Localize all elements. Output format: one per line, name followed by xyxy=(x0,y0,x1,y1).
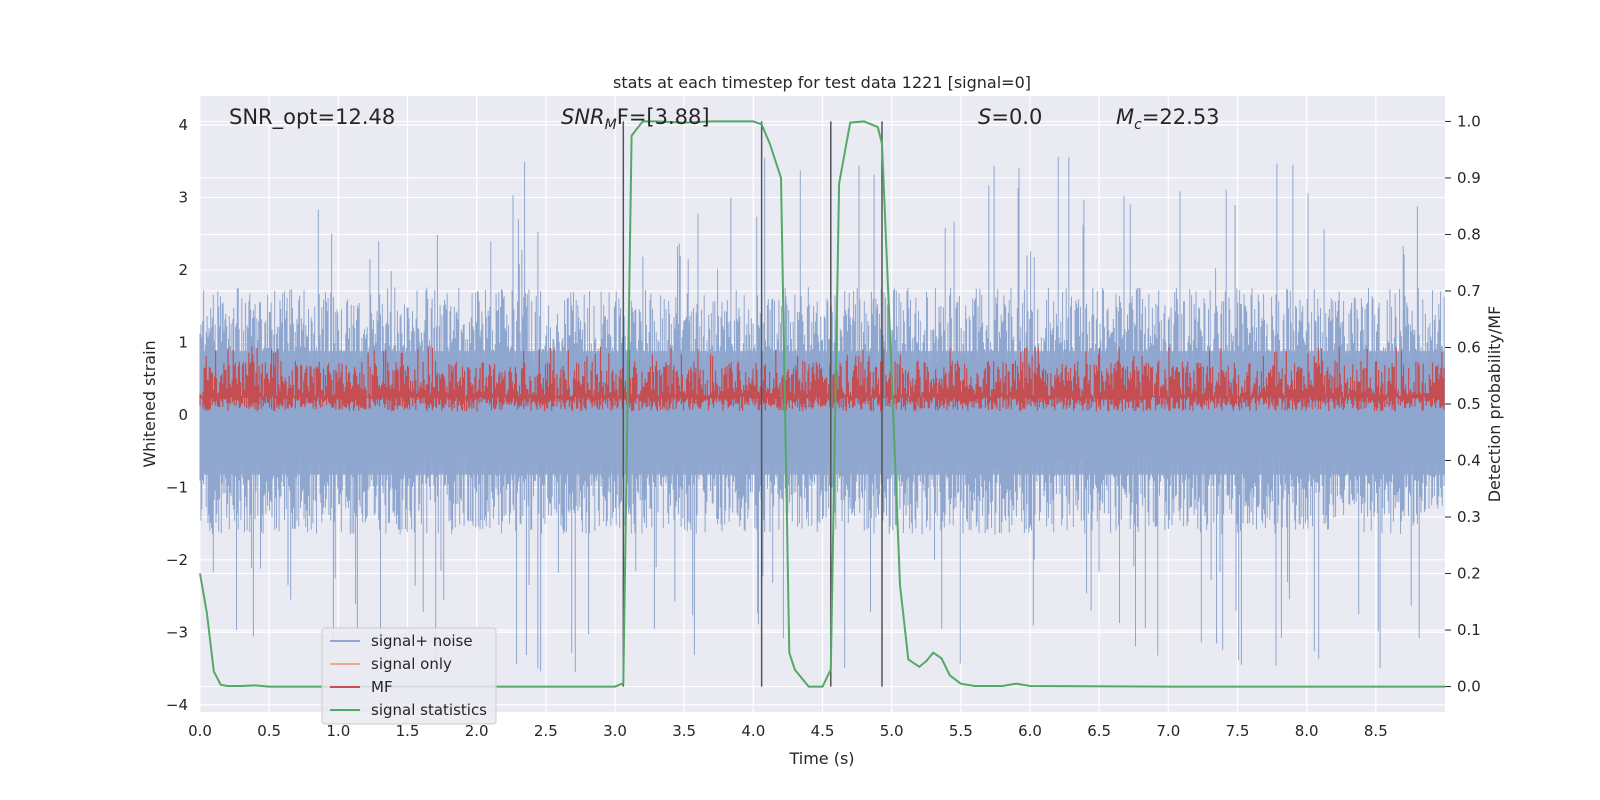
annotations: SNR_opt=12.48 SNRMF=[3.88] S=0.0 Mc=22.5… xyxy=(229,105,1220,133)
y-ticks-right: 1.0 0.9 0.8 0.7 0.6 0.5 0.4 0.3 0.2 0.1 0.0 xyxy=(1445,112,1481,696)
annotation-snr-mf-subscript: M xyxy=(605,117,617,133)
legend-label-signal-noise: signal+ noise xyxy=(371,632,473,650)
y-tick-label-right: 0.8 xyxy=(1457,225,1481,243)
y-tick-label-right: 0.2 xyxy=(1457,565,1481,583)
y-tick-label-left: −1 xyxy=(166,478,188,496)
y-tick-label-right: 0.9 xyxy=(1457,169,1481,187)
annotation-snr-opt: SNR_opt=12.48 xyxy=(229,105,395,130)
x-tick-label: 4.5 xyxy=(811,722,835,740)
y-tick-label-left: 1 xyxy=(178,333,188,351)
chart-title: stats at each timestep for test data 122… xyxy=(613,73,1031,92)
signal-statistics-line xyxy=(199,120,1445,688)
annotation-snr-mf-symbol: SNR xyxy=(561,105,605,129)
annotation-s-symbol: S xyxy=(978,105,991,129)
y-tick-label-left: −4 xyxy=(166,696,188,714)
x-tick-label: 4.0 xyxy=(741,722,765,740)
y-tick-label-right: 0.5 xyxy=(1457,395,1481,413)
y-axis-label-right: Detection probability/MF xyxy=(1485,306,1504,503)
y-tick-label-left: −3 xyxy=(166,623,188,641)
x-tick-label: 2.0 xyxy=(465,722,489,740)
x-tick-label: 7.5 xyxy=(1226,722,1250,740)
legend: signal+ noise signal only MF signal stat… xyxy=(321,627,497,725)
mf-line xyxy=(199,346,1445,412)
annotation-mc-symbol: M xyxy=(1116,105,1134,129)
annotation-s: S=0.0 xyxy=(978,105,1042,129)
x-tick-label: 3.5 xyxy=(672,722,696,740)
annotation-mc-value: =22.53 xyxy=(1142,105,1220,129)
signal-statistics-series xyxy=(199,120,1445,688)
y-tick-label-left: 0 xyxy=(178,406,188,424)
legend-box xyxy=(321,627,497,725)
x-tick-label: 6.5 xyxy=(1087,722,1111,740)
mf-series xyxy=(199,346,1445,412)
y-tick-label-right: 0.6 xyxy=(1457,338,1481,356)
x-tick-label: 6.0 xyxy=(1018,722,1042,740)
annotation-snr-mf-value: F=[3.88] xyxy=(617,105,710,129)
x-tick-label: 8.5 xyxy=(1364,722,1388,740)
time-markers xyxy=(622,121,883,687)
annotation-snr-mf: SNRMF=[3.88] xyxy=(561,105,710,133)
x-tick-label: 3.0 xyxy=(603,722,627,740)
y-tick-label-left: 4 xyxy=(178,116,188,134)
y-tick-label-right: 0.0 xyxy=(1457,678,1481,696)
y-tick-label-right: 0.4 xyxy=(1457,452,1481,470)
legend-label-signal-statistics: signal statistics xyxy=(371,701,487,719)
x-tick-label: 1.0 xyxy=(326,722,350,740)
y-tick-label-left: −2 xyxy=(166,551,188,569)
y-tick-label-right: 1.0 xyxy=(1457,112,1481,130)
y-ticks-left: 4 3 2 1 0 −1 −2 −3 −4 xyxy=(166,116,188,714)
y-tick-label-right: 0.7 xyxy=(1457,282,1481,300)
x-tick-label: 7.0 xyxy=(1156,722,1180,740)
x-tick-label: 5.5 xyxy=(949,722,973,740)
x-tick-label: 1.5 xyxy=(396,722,420,740)
legend-label-signal-only: signal only xyxy=(371,655,452,673)
x-tick-label: 8.0 xyxy=(1295,722,1319,740)
y-tick-label-left: 3 xyxy=(178,188,188,206)
annotation-mc-subscript: c xyxy=(1134,117,1142,133)
y-tick-label-left: 2 xyxy=(178,261,188,279)
x-tick-label: 0.5 xyxy=(257,722,281,740)
y-axis-label-left: Whitened strain xyxy=(140,340,159,467)
x-tick-label: 5.0 xyxy=(880,722,904,740)
y-tick-label-right: 0.1 xyxy=(1457,621,1481,639)
legend-label-mf: MF xyxy=(371,678,393,696)
y-tick-label-right: 0.3 xyxy=(1457,508,1481,526)
x-axis-label: Time (s) xyxy=(788,749,854,768)
annotation-mc: Mc=22.53 xyxy=(1116,105,1220,133)
x-ticks: 0.0 0.5 1.0 1.5 2.0 2.5 3.0 3.5 4.0 4.5 5.0 5.5 6.0 6… xyxy=(188,722,1388,740)
annotation-s-value: =0.0 xyxy=(991,105,1042,129)
x-tick-label: 0.0 xyxy=(188,722,212,740)
x-tick-label: 2.5 xyxy=(534,722,558,740)
